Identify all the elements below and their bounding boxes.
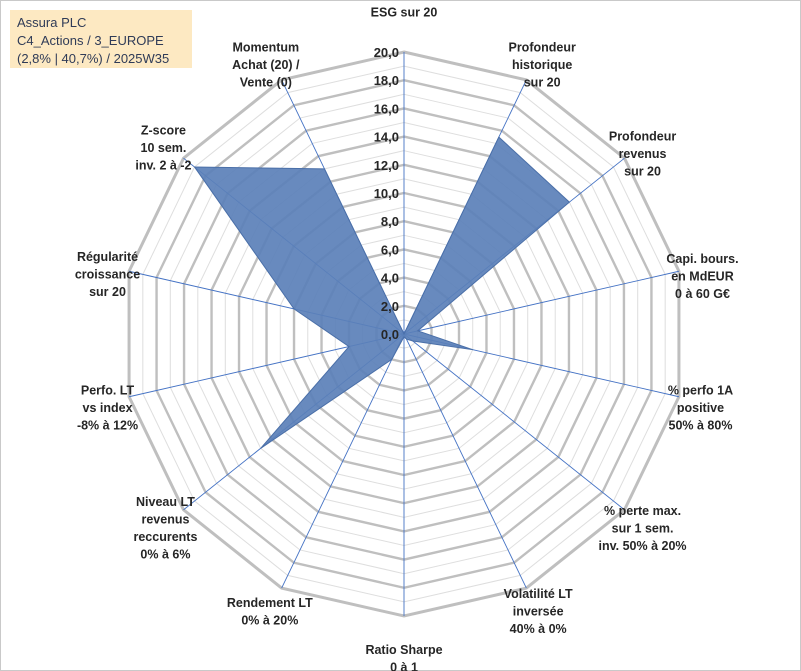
axis-label: Perfo. LT vs index -8% à 12% [77, 384, 138, 433]
tick-label: 20,0 [374, 45, 399, 60]
tick-label: 14,0 [374, 130, 399, 145]
axis-label: Profondeur revenus sur 20 [609, 130, 676, 179]
tick-label: 0,0 [381, 327, 399, 342]
axis-label: Momentum Achat (20) / Vente (0) [232, 40, 300, 89]
info-company-name: Assura PLC [17, 15, 87, 30]
tick-label: 10,0 [374, 186, 399, 201]
series-area [193, 136, 571, 449]
axis-label: Régularité croissance sur 20 [75, 250, 140, 299]
axis-spoke [403, 333, 625, 511]
tick-label: 4,0 [381, 271, 399, 286]
axis-label: % perfo 1A positive 50% à 80% [668, 384, 733, 433]
info-period: (2,8% | 40,7%) / 2025W35 [17, 51, 170, 66]
axis-label: Profondeur historique sur 20 [508, 40, 575, 89]
axis-label: NoteESG sur 20 [371, 0, 438, 20]
axis-label: Rendement LT 0% à 20% [227, 596, 313, 628]
axis-label: % perte max. sur 1 sem. inv. 50% à 20% [599, 504, 687, 553]
axis-spoke [403, 270, 680, 335]
axis-label: Capi. bours. en MdEUR 0 à 60 G€ [666, 252, 738, 301]
tick-label: 18,0 [374, 73, 399, 88]
axis-label: Volatilité LT inversée 40% à 0% [504, 587, 573, 636]
tick-label: 16,0 [374, 101, 399, 116]
axis-label: Niveau LT revenus reccurents 0% à 6% [133, 495, 197, 562]
axis-spoke [281, 333, 405, 589]
tick-label: 6,0 [381, 242, 399, 257]
axis-spoke [403, 333, 527, 589]
tick-label: 2,0 [381, 299, 399, 314]
axis-label: Z-score 10 sem. inv. 2 à -2 [135, 124, 191, 173]
radar-series [193, 136, 571, 449]
tick-label: 12,0 [374, 158, 399, 173]
info-category: C4_Actions / 3_EUROPE [17, 33, 164, 48]
tick-label: 8,0 [381, 214, 399, 229]
radar-tick-labels: 0,0 2,0 4,0 6,0 8,0 10,0 12,0 14,0 16,0 18,0 20,0 [374, 45, 399, 342]
info-box: Assura PLC C4_Actions / 3_EUROPE (2,8% |… [10, 10, 192, 68]
axis-label: Ratio Sharpe 0 à 1 [365, 643, 442, 671]
